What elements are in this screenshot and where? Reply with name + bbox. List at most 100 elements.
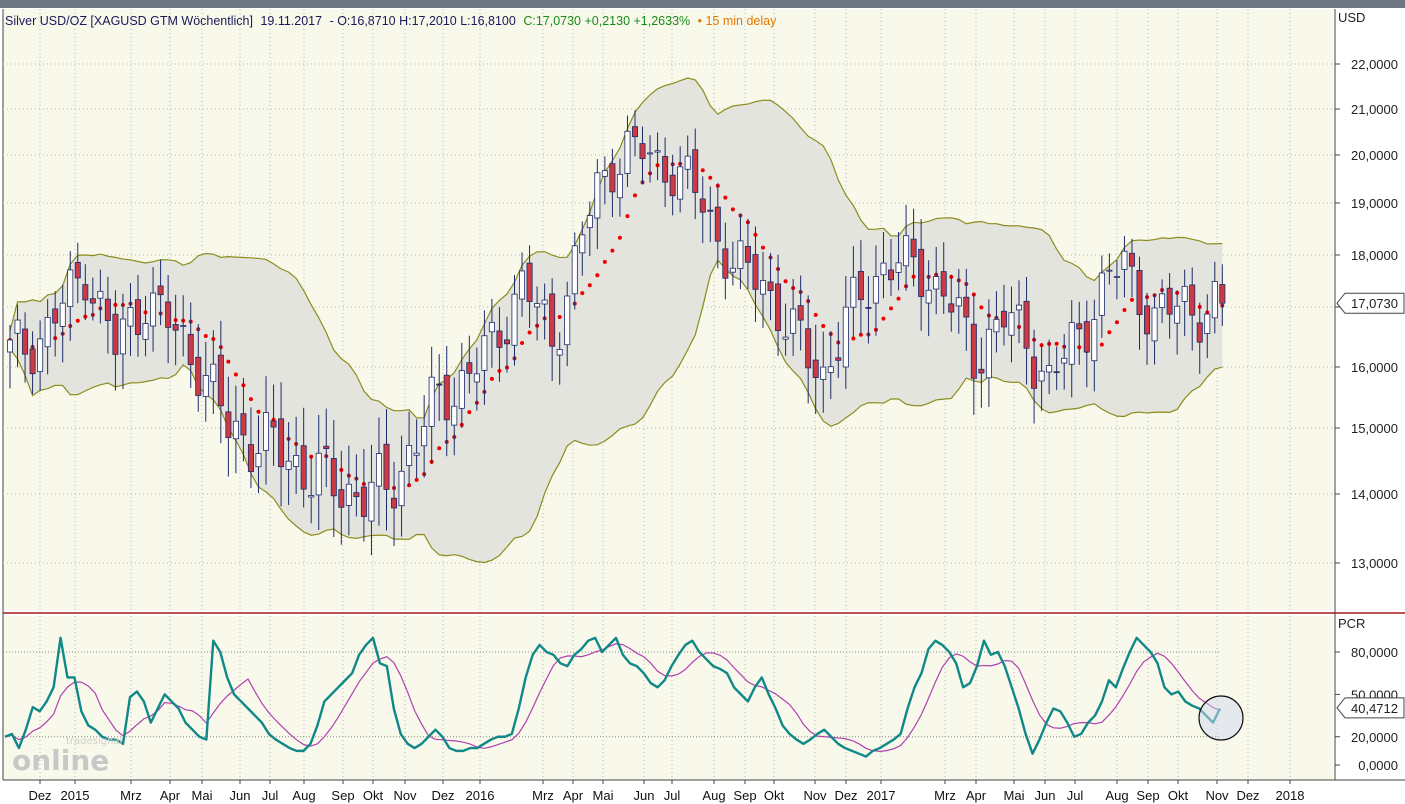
candle: [1061, 333, 1068, 390]
pcr-last-value-label: 40,4712: [1351, 701, 1398, 716]
candle: [406, 411, 413, 486]
x-tick-label: Mai: [1004, 788, 1025, 803]
candle: [579, 221, 586, 276]
candle-body: [775, 283, 782, 332]
candle-body: [315, 452, 322, 496]
candle-body: [699, 198, 706, 213]
candle: [368, 444, 375, 556]
candle-body: [549, 293, 556, 347]
candle-body: [1159, 293, 1166, 309]
candle: [135, 274, 142, 357]
candle: [104, 276, 111, 354]
sar-dot: [851, 336, 856, 341]
window-title-bar: [0, 0, 1405, 8]
y-tick-label: 18,0000: [1351, 248, 1398, 263]
sar-dot: [813, 312, 818, 317]
candle-body: [89, 298, 96, 304]
candle-body: [338, 489, 345, 508]
candle-body: [1211, 281, 1218, 319]
candle-body: [22, 328, 29, 355]
candle-body: [413, 452, 420, 456]
candle: [52, 291, 59, 357]
candle-body: [391, 497, 398, 509]
candle-body: [443, 374, 450, 421]
candle: [1091, 299, 1098, 392]
sar-dot: [730, 207, 735, 212]
x-tick-label: Mrz: [120, 788, 142, 803]
candle: [473, 347, 480, 411]
header-instrument: Silver USD/OZ [XAGUSD GTM Wöchentlich]: [5, 14, 253, 28]
x-tick-label: Okt: [1168, 788, 1189, 803]
x-tick-label: Dez: [834, 788, 857, 803]
candle-body: [1068, 322, 1075, 365]
candle-body: [955, 297, 962, 307]
candle: [428, 346, 435, 465]
candle-body: [895, 262, 902, 273]
candle: [413, 419, 420, 479]
candle: [978, 337, 985, 408]
candle-body: [541, 299, 548, 305]
candle: [865, 276, 872, 344]
y-tick-label: 14,0000: [1351, 487, 1398, 502]
candle: [594, 159, 601, 250]
logo-top-text: tradesignal: [66, 736, 122, 747]
sar-dot: [700, 168, 705, 173]
sar-dot: [437, 446, 442, 451]
candle-body: [925, 289, 932, 304]
candle: [1189, 267, 1196, 351]
pcr-highlight-circle: [1198, 695, 1244, 741]
candle: [1076, 301, 1083, 365]
candle-body: [503, 339, 510, 345]
candle-body: [112, 313, 119, 355]
candle-body: [669, 174, 676, 197]
candle: [519, 252, 526, 317]
candle-body: [797, 305, 804, 321]
sar-dot: [632, 193, 637, 198]
candle: [1219, 264, 1226, 327]
sar-dot: [723, 195, 728, 200]
candle-body: [805, 328, 812, 369]
candle: [609, 148, 616, 218]
candle-body: [14, 319, 21, 334]
candle: [752, 226, 759, 322]
candle: [760, 252, 767, 328]
candle-body: [1016, 304, 1023, 311]
candle-body: [270, 420, 277, 428]
candle: [330, 420, 337, 537]
candle: [1159, 279, 1166, 324]
candle-body: [1181, 285, 1188, 302]
sar-dot: [1114, 320, 1119, 325]
candle: [654, 132, 661, 181]
candle-body: [985, 328, 992, 379]
candle-body: [737, 240, 744, 270]
candle-body: [519, 270, 526, 300]
candle-body: [383, 443, 390, 490]
candle: [699, 176, 706, 244]
candle: [225, 376, 232, 477]
candle: [737, 213, 744, 290]
x-tick-label: Sep: [1136, 788, 1159, 803]
candle-body: [677, 166, 684, 200]
candle-body: [647, 152, 654, 155]
candle-body: [1000, 310, 1007, 328]
candle: [217, 320, 224, 444]
sar-dot: [1099, 342, 1104, 347]
x-tick-label: Okt: [363, 788, 384, 803]
header-change: C:17,0730 +0,2130 +1,2633%: [523, 14, 691, 28]
pcr-last-value-tag: [1336, 697, 1405, 719]
candle-body: [52, 308, 59, 324]
candle: [82, 264, 89, 320]
candle: [624, 115, 631, 187]
candle: [1144, 292, 1151, 365]
sar-dot: [881, 316, 886, 321]
candle: [37, 320, 44, 392]
candle-body: [631, 126, 638, 138]
bollinger-lower-line: [9, 259, 1223, 564]
x-tick-label: Mrz: [532, 788, 554, 803]
candle: [360, 449, 367, 542]
candle-body: [948, 303, 955, 313]
sar-dot: [248, 397, 253, 402]
candle: [127, 283, 134, 356]
candle-body: [428, 376, 435, 427]
